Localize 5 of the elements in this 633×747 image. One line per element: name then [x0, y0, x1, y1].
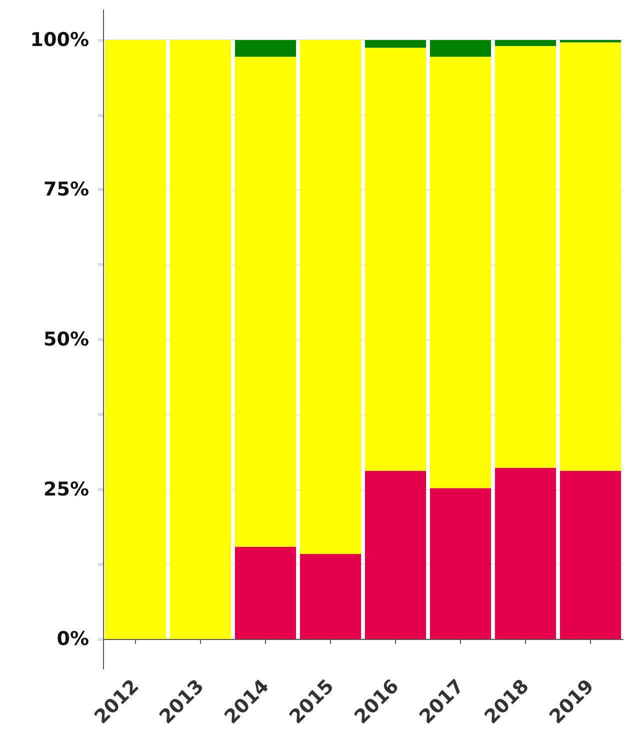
y-tick-label: 50%	[44, 328, 89, 350]
y-tick-label: 100%	[30, 28, 89, 51]
y-tick-label: 75%	[44, 178, 89, 201]
y-tick-label: 0%	[56, 628, 89, 650]
y-tick-label: 25%	[44, 478, 89, 500]
